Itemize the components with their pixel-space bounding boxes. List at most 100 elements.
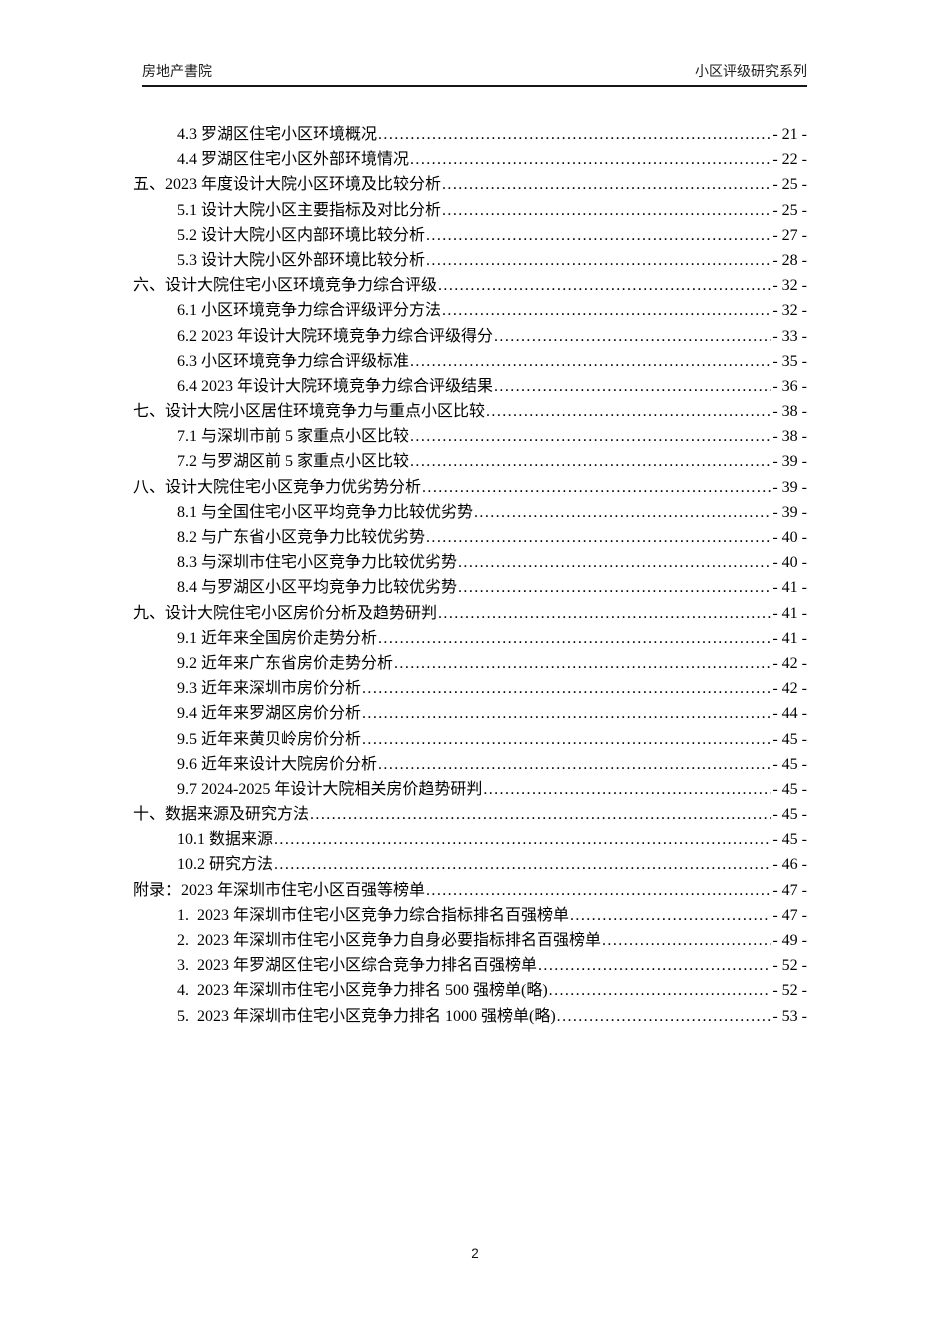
toc-entry-page: - 45 -: [772, 730, 807, 748]
toc-entry[interactable]: 10.2 研究方法 - 46 -: [133, 852, 807, 877]
toc-entry-label: 6.4 2023 年设计大院环境竞争力综合评级结果: [177, 377, 494, 395]
toc-entry[interactable]: 9.2 近年来广东省房价走势分析 - 42 -: [133, 651, 807, 676]
page-footer: 2: [0, 1246, 950, 1261]
toc-entry-label: 7.2 与罗湖区前 5 家重点小区比较: [177, 453, 410, 471]
toc-leader-dots: [442, 198, 771, 223]
toc-entry-label: 9.4 近年来罗湖区房价分析: [177, 705, 362, 723]
toc-leader-dots: [426, 223, 771, 248]
toc-entry[interactable]: 七、设计大院小区居住环境竞争力与重点小区比较 - 38 -: [133, 399, 807, 424]
toc-entry-label: 5.2 设计大院小区内部环境比较分析: [177, 226, 426, 244]
toc-entry-label: 8.4 与罗湖区小区平均竞争力比较优劣势: [177, 579, 458, 597]
toc-entry-label: 9.2 近年来广东省房价走势分析: [177, 654, 394, 672]
toc-entry[interactable]: 9.5 近年来黄贝岭房价分析 - 45 -: [133, 727, 807, 752]
toc-entry[interactable]: 附录：2023 年深圳市住宅小区百强等榜单 - 47 -: [133, 878, 807, 903]
toc-leader-dots: [410, 424, 771, 449]
toc-entry[interactable]: 4. 2023 年深圳市住宅小区竞争力排名 500 强榜单(略) - 52 -: [133, 978, 807, 1003]
toc-entry-page: - 40 -: [772, 529, 807, 546]
toc-entry[interactable]: 7.1 与深圳市前 5 家重点小区比较 - 38 -: [133, 424, 807, 449]
toc-entry-label: 8.1 与全国住宅小区平均竞争力比较优劣势: [177, 503, 474, 521]
toc-entry[interactable]: 8.3 与深圳市住宅小区竞争力比较优劣势 - 40 -: [133, 550, 807, 575]
toc-leader-dots: [549, 978, 772, 1003]
toc-entry-label: 8.3 与深圳市住宅小区竞争力比较优劣势: [177, 554, 458, 572]
toc-entry-label: 六、设计大院住宅小区环境竞争力综合评级: [133, 277, 438, 295]
toc-leader-dots: [274, 852, 771, 877]
toc-entry[interactable]: 7.2 与罗湖区前 5 家重点小区比较 - 39 -: [133, 449, 807, 474]
toc-entry-page: - 45 -: [772, 831, 807, 849]
toc-entry-label: 七、设计大院小区居住环境竞争力与重点小区比较: [133, 403, 486, 421]
toc-entry[interactable]: 9.1 近年来全国房价走势分析 - 41 -: [133, 626, 807, 651]
toc-entry[interactable]: 8.2 与广东省小区竞争力比较优劣势 - 40 -: [133, 525, 807, 550]
toc-entry-label: 4. 2023 年深圳市住宅小区竞争力排名 500 强榜单(略): [177, 982, 548, 1000]
toc-entry-page: - 33 -: [772, 327, 807, 345]
toc-entry[interactable]: 9.7 2024-2025 年设计大院相关房价趋势研判 - 45 -: [133, 777, 807, 802]
toc-entry[interactable]: 8.1 与全国住宅小区平均竞争力比较优劣势 - 39 -: [133, 500, 807, 525]
toc-entry-page: - 35 -: [772, 352, 807, 370]
toc-entry[interactable]: 五、2023 年度设计大院小区环境及比较分析 - 25 -: [133, 172, 807, 197]
toc-leader-dots: [438, 273, 771, 298]
toc-entry[interactable]: 9.6 近年来设计大院房价分析 - 45 -: [133, 752, 807, 777]
toc-entry[interactable]: 5. 2023 年深圳市住宅小区竞争力排名 1000 强榜单(略) - 53 -: [133, 1004, 807, 1029]
toc-entry-label: 6.3 小区环境竞争力综合评级标准: [177, 352, 410, 370]
toc-entry-label: 10.1 数据来源: [177, 831, 274, 849]
toc-leader-dots: [410, 147, 771, 172]
toc-entry-page: - 47 -: [772, 906, 807, 924]
toc-leader-dots: [378, 626, 771, 651]
toc-leader-dots: [557, 1004, 772, 1029]
toc-entry-page: - 21 -: [772, 126, 807, 143]
toc-entry-page: - 45 -: [772, 806, 807, 824]
toc-entry-label: 4.3 罗湖区住宅小区环境概况: [177, 126, 378, 143]
toc-entry-label: 5.3 设计大院小区外部环境比较分析: [177, 251, 426, 269]
toc-entry[interactable]: 六、设计大院住宅小区环境竞争力综合评级 - 32 -: [133, 273, 807, 298]
toc-entry[interactable]: 2. 2023 年深圳市住宅小区竞争力自身必要指标排名百强榜单 - 49 -: [133, 928, 807, 953]
toc-entry-label: 8.2 与广东省小区竞争力比较优劣势: [177, 529, 426, 546]
toc-entry[interactable]: 6.3 小区环境竞争力综合评级标准 - 35 -: [133, 349, 807, 374]
toc-leader-dots: [410, 449, 771, 474]
toc-entry[interactable]: 5.2 设计大院小区内部环境比较分析 - 27 -: [133, 223, 807, 248]
toc-entry[interactable]: 6.4 2023 年设计大院环境竞争力综合评级结果 - 36 -: [133, 374, 807, 399]
toc-entry-page: - 52 -: [772, 957, 807, 975]
toc-entry-label: 4.4 罗湖区住宅小区外部环境情况: [177, 151, 410, 169]
toc-entry[interactable]: 8.4 与罗湖区小区平均竞争力比较优劣势 - 41 -: [133, 575, 807, 600]
toc-leader-dots: [426, 248, 771, 273]
toc-leader-dots: [458, 550, 771, 575]
toc-entry[interactable]: 1. 2023 年深圳市住宅小区竞争力综合指标排名百强榜单 - 47 -: [133, 903, 807, 928]
toc-entry-label: 7.1 与深圳市前 5 家重点小区比较: [177, 428, 410, 446]
toc-entry-page: - 38 -: [772, 403, 807, 421]
toc-entry-page: - 38 -: [772, 428, 807, 446]
toc-entry[interactable]: 10.1 数据来源 - 45 -: [133, 827, 807, 852]
toc-entry[interactable]: 九、设计大院住宅小区房价分析及趋势研判 - 41 -: [133, 601, 807, 626]
toc-entry[interactable]: 6.1 小区环境竞争力综合评级评分方法 - 32 -: [133, 298, 807, 323]
toc-entry-page: - 25 -: [772, 201, 807, 219]
toc-leader-dots: [474, 500, 771, 525]
table-of-contents: 4.3 罗湖区住宅小区环境概况 - 21 - 4.4 罗湖区住宅小区外部环境情况…: [133, 122, 807, 1029]
toc-entry-page: - 39 -: [772, 503, 807, 521]
toc-leader-dots: [422, 475, 771, 500]
toc-entry-label: 10.2 研究方法: [177, 856, 274, 874]
toc-entry-label: 八、设计大院住宅小区竞争力优劣势分析: [133, 478, 422, 496]
toc-entry[interactable]: 9.3 近年来深圳市房价分析 - 42 -: [133, 676, 807, 701]
toc-leader-dots: [458, 575, 771, 600]
toc-entry[interactable]: 9.4 近年来罗湖区房价分析 - 44 -: [133, 701, 807, 726]
toc-leader-dots: [362, 676, 771, 701]
toc-entry[interactable]: 3. 2023 年罗湖区住宅小区综合竞争力排名百强榜单 - 52 -: [133, 953, 807, 978]
toc-entry[interactable]: 5.1 设计大院小区主要指标及对比分析 - 25 -: [133, 198, 807, 223]
toc-entry[interactable]: 十、数据来源及研究方法 - 45 -: [133, 802, 807, 827]
toc-entry-label: 5.1 设计大院小区主要指标及对比分析: [177, 201, 442, 219]
toc-entry[interactable]: 4.4 罗湖区住宅小区外部环境情况 - 22 -: [133, 147, 807, 172]
toc-entry-page: - 27 -: [772, 226, 807, 244]
toc-entry-page: - 45 -: [772, 780, 807, 798]
toc-leader-dots: [483, 777, 771, 802]
toc-leader-dots: [538, 953, 771, 978]
toc-entry[interactable]: 八、设计大院住宅小区竞争力优劣势分析 - 39 -: [133, 475, 807, 500]
toc-entry-page: - 40 -: [772, 554, 807, 572]
toc-entry[interactable]: 5.3 设计大院小区外部环境比较分析 - 28 -: [133, 248, 807, 273]
toc-entry-page: - 36 -: [772, 377, 807, 395]
footer-page-number: 2: [471, 1246, 479, 1261]
header-right-text: 小区评级研究系列: [695, 63, 807, 79]
toc-leader-dots: [378, 752, 771, 777]
toc-entry[interactable]: 4.3 罗湖区住宅小区环境概况 - 21 -: [133, 122, 807, 147]
toc-entry[interactable]: 6.2 2023 年设计大院环境竞争力综合评级得分 - 33 -: [133, 324, 807, 349]
toc-entry-page: - 45 -: [772, 755, 807, 773]
page-header: 房地产書院 小区评级研究系列: [142, 61, 807, 87]
toc-entry-page: - 42 -: [772, 654, 807, 672]
